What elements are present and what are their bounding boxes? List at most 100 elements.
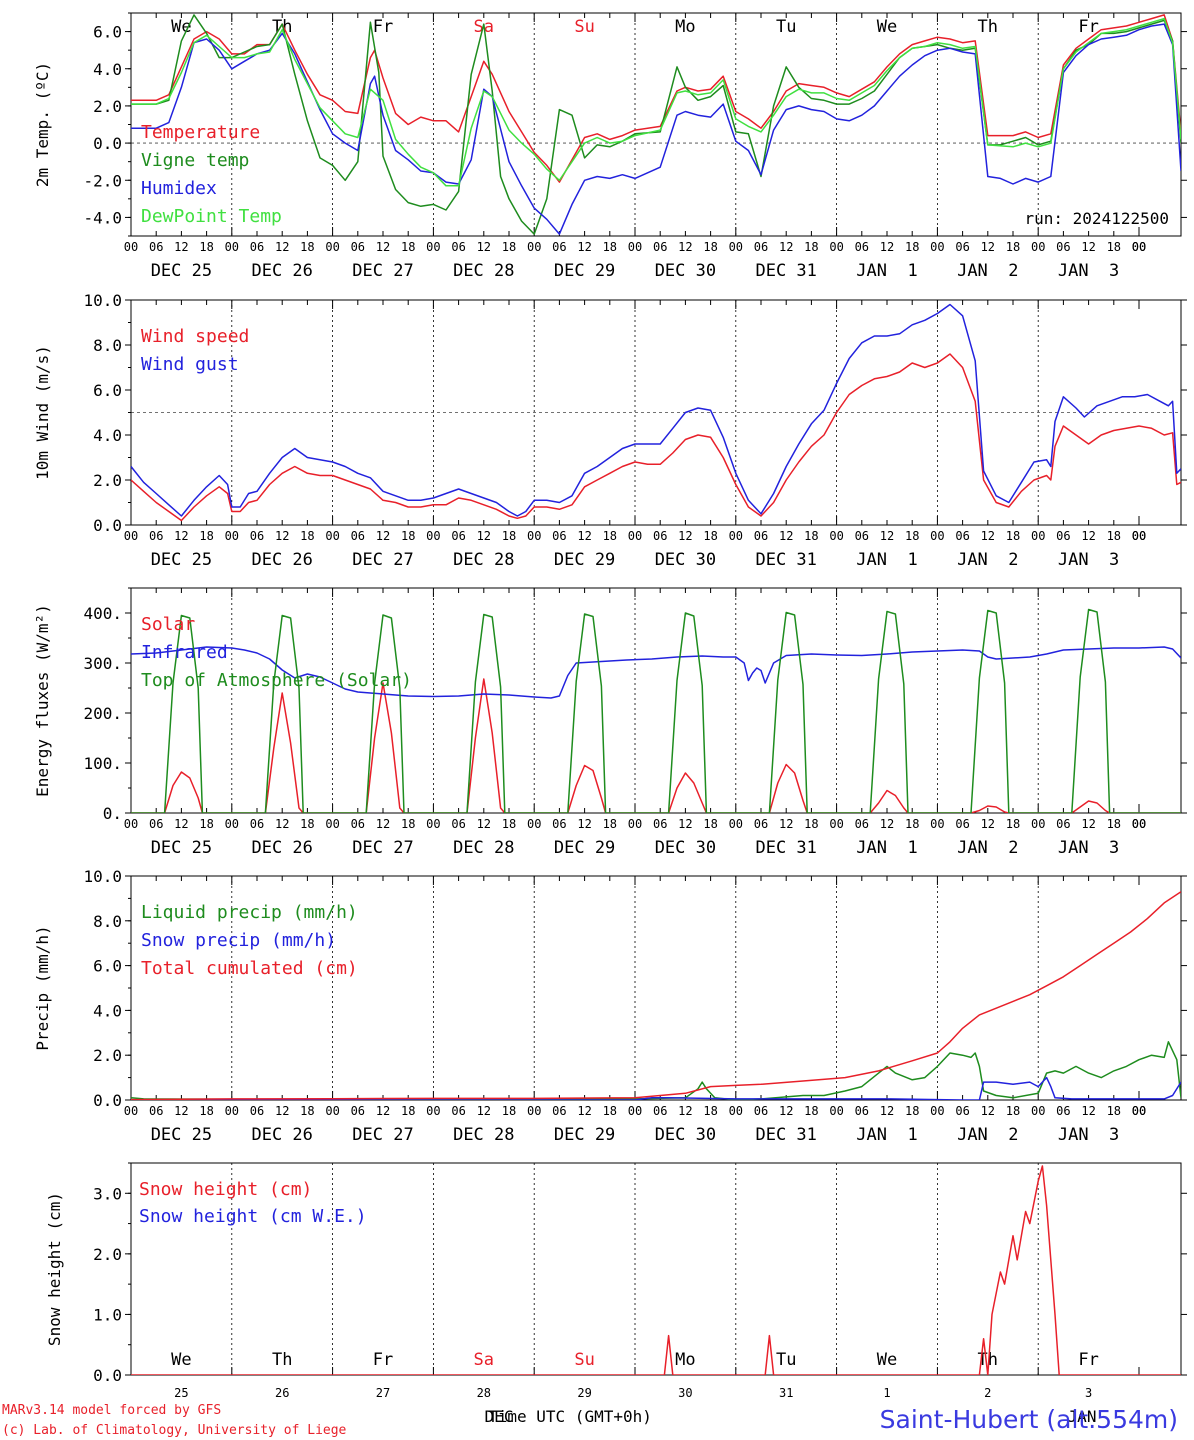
- x-hour-label: 12: [678, 1104, 692, 1118]
- panel-1: -4.0 -2.0 0.0 2.0 4.0 6.0 2m Temp. (ºC) 00 06 12 1…: [33, 12, 1187, 281]
- x-hour-label: 06: [552, 1104, 566, 1118]
- x-date-label: DEC 28: [453, 550, 514, 570]
- legend-entry: Infrared: [141, 642, 228, 663]
- x-date-label: JAN 2: [957, 550, 1018, 570]
- x-hour-label: 18: [1107, 817, 1121, 831]
- legend-entry: Wind gust: [141, 354, 239, 375]
- legend-entry: Top of Atmosphere (Solar): [141, 670, 412, 691]
- x-hour-label: 00: [628, 529, 642, 543]
- x-hour-label: 12: [275, 240, 289, 254]
- x-hour-label: 18: [703, 529, 717, 543]
- x-date-label: DEC 26: [251, 550, 312, 570]
- x-hour-label: 06: [653, 529, 667, 543]
- day-number-label: 26: [275, 1386, 289, 1400]
- x-hour-label: 06: [451, 817, 465, 831]
- y-tick-label: 2.0: [93, 1245, 122, 1264]
- x-hour-label: 18: [199, 817, 213, 831]
- x-hour-label: 00: [325, 1104, 339, 1118]
- x-hour-label: 12: [880, 529, 894, 543]
- x-date-label: DEC 29: [554, 550, 615, 570]
- series-line-solar: [131, 678, 1181, 813]
- weekday-label: Sa: [474, 1350, 494, 1370]
- x-hour-label: 00: [325, 240, 339, 254]
- x-hour-label: 00: [1031, 529, 1045, 543]
- day-number-label: 29: [577, 1386, 591, 1400]
- series-line-vigne-temp: [131, 14, 1181, 235]
- legend-entry: Snow precip (mm/h): [141, 930, 336, 951]
- series-line-humidex: [131, 23, 1181, 235]
- series-line-snow-precip-mm-h: [131, 1076, 1181, 1100]
- x-date-label: DEC 31: [755, 261, 816, 281]
- x-hour-label: 06: [653, 1104, 667, 1118]
- x-hour-label: 00: [1132, 529, 1146, 543]
- y-axis-title: 10m Wind (m/s): [33, 345, 52, 480]
- x-hour-label: 00: [225, 240, 239, 254]
- x-hour-label: 06: [250, 529, 264, 543]
- x-hour-label: 12: [779, 529, 793, 543]
- x-hour-label: 00: [124, 1104, 138, 1118]
- x-hour-label: 18: [905, 817, 919, 831]
- x-hour-label: 12: [275, 529, 289, 543]
- x-date-label: JAN 3: [1058, 261, 1119, 281]
- y-tick-label: 8.0: [93, 336, 122, 355]
- x-hour-label: 00: [426, 1104, 440, 1118]
- x-hour-label: 18: [1107, 529, 1121, 543]
- x-date-label: DEC 25: [151, 838, 212, 858]
- x-hour-label: 00: [1132, 1104, 1146, 1118]
- y-tick-label: 300.: [83, 654, 122, 673]
- x-hour-label: 00: [628, 817, 642, 831]
- x-hour-label: 18: [300, 1104, 314, 1118]
- series-line-total-cumulated-cm: [131, 891, 1181, 1100]
- y-tick-label: 4.0: [93, 426, 122, 445]
- legend-entry: Snow height (cm): [139, 1179, 312, 1200]
- x-hour-label: 06: [754, 240, 768, 254]
- x-hour-label: 12: [981, 240, 995, 254]
- day-number-label: 25: [174, 1386, 188, 1400]
- day-number-label: 27: [376, 1386, 390, 1400]
- x-hour-label: 06: [653, 240, 667, 254]
- x-hour-label: 18: [905, 1104, 919, 1118]
- y-tick-label: 6.0: [93, 381, 122, 400]
- x-hour-label: 12: [880, 817, 894, 831]
- x-hour-label: 06: [754, 529, 768, 543]
- x-hour-label: 18: [401, 529, 415, 543]
- x-hour-label: 12: [174, 1104, 188, 1118]
- y-tick-label: -4.0: [83, 208, 122, 227]
- x-hour-label: 00: [829, 529, 843, 543]
- x-hour-label: 12: [275, 817, 289, 831]
- x-hour-label: 12: [1081, 240, 1095, 254]
- weekday-label: Su: [574, 17, 594, 37]
- x-date-label: JAN 1: [856, 261, 917, 281]
- y-tick-label: 400.: [83, 604, 122, 623]
- x-hour-label: 12: [577, 1104, 591, 1118]
- weekday-label: Fr: [373, 1350, 393, 1370]
- x-date-label: DEC 27: [352, 1125, 413, 1145]
- x-hour-label: 12: [376, 529, 390, 543]
- x-hour-label: 18: [502, 529, 516, 543]
- x-date-label: DEC 27: [352, 261, 413, 281]
- y-tick-label: 200.: [83, 704, 122, 723]
- x-hour-label: 18: [603, 240, 617, 254]
- x-month-label: JAN: [1068, 1407, 1097, 1426]
- x-date-label: DEC 28: [453, 838, 514, 858]
- x-hour-label: 12: [577, 817, 591, 831]
- x-hour-label: 00: [225, 817, 239, 831]
- x-hour-label: 18: [703, 817, 717, 831]
- x-hour-label: 12: [1081, 529, 1095, 543]
- x-date-label: DEC 30: [655, 550, 716, 570]
- x-hour-label: 06: [451, 1104, 465, 1118]
- x-hour-label: 00: [325, 529, 339, 543]
- x-hour-label: 18: [300, 817, 314, 831]
- x-hour-label: 06: [351, 817, 365, 831]
- panel-3: 0. 100. 200. 300. 400. Energy fluxes (W/m²) 00…: [33, 587, 1187, 858]
- x-hour-label: 12: [678, 240, 692, 254]
- x-hour-label: 00: [527, 1104, 541, 1118]
- series-line-top-of-atmosphere-solar: [131, 608, 1181, 813]
- x-hour-label: 12: [376, 240, 390, 254]
- legend-entry: Solar: [141, 614, 195, 635]
- y-tick-label: 2.0: [93, 1046, 122, 1065]
- y-axis-title: Precip (mm/h): [33, 925, 52, 1050]
- run-label: run: 2024122500: [1025, 209, 1170, 228]
- x-hour-label: 12: [275, 1104, 289, 1118]
- x-hour-label: 12: [477, 529, 491, 543]
